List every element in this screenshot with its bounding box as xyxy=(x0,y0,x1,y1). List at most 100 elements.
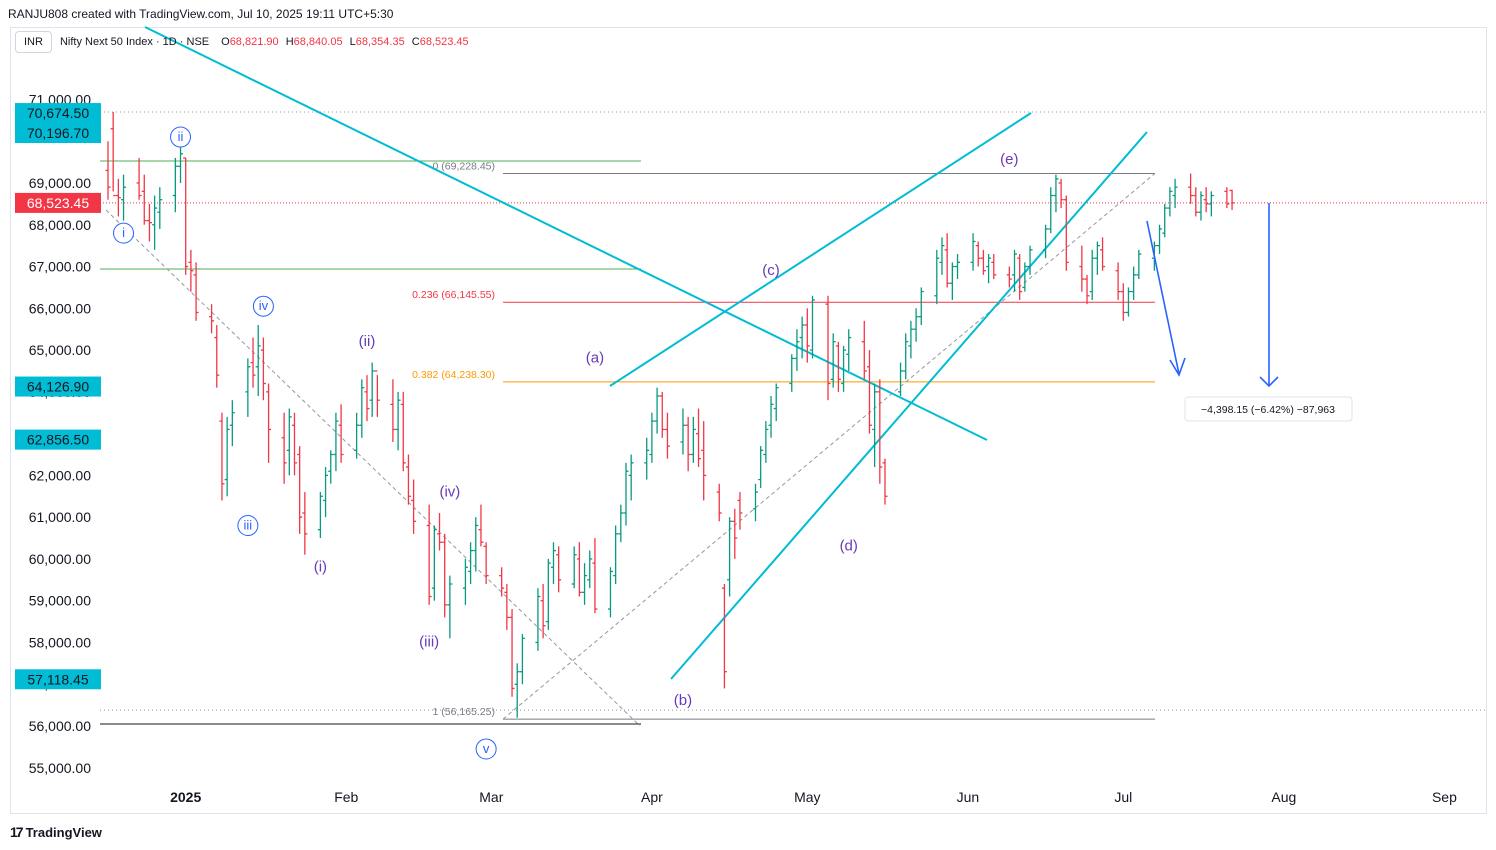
ohlc-bar xyxy=(872,383,878,468)
wave-label-circle[interactable]: i xyxy=(113,222,135,244)
ohlc-bar xyxy=(405,454,411,505)
tradingview-footer[interactable]: 17 TradingView xyxy=(10,824,102,840)
chart-legend: INR Nifty Next 50 Index · 1D · NSE O68,8… xyxy=(15,31,469,53)
ohlc-bar xyxy=(732,508,738,559)
ohlc-bar xyxy=(1131,266,1137,300)
ohlc-bar xyxy=(1089,249,1095,300)
projection-arrow-vertical[interactable] xyxy=(1259,203,1279,388)
chart-attribution: RANJU808 created with TradingView.com, J… xyxy=(8,7,394,21)
wave-label[interactable]: (a) xyxy=(586,350,604,367)
ohlc-bar xyxy=(442,533,448,618)
ohlc-bar xyxy=(690,416,696,463)
ohlc-bar xyxy=(1229,189,1235,210)
fib-trend-line[interactable] xyxy=(502,173,1156,720)
x-tick-label: Jul xyxy=(1114,789,1132,805)
measure-label: −4,398.15 (−6.42%) −87,963 xyxy=(1184,396,1353,422)
trend-line-1[interactable] xyxy=(144,26,988,441)
ohlc-bar xyxy=(550,542,556,584)
ohlc-bar xyxy=(1027,245,1033,275)
y-tick-label: 68,000.00 xyxy=(29,217,91,233)
symbol-info[interactable]: Nifty Next 50 Index · 1D · NSE xyxy=(59,36,210,48)
decline-trend-line[interactable] xyxy=(105,209,641,727)
svg-text:68,523.45: 68,523.45 xyxy=(27,195,89,211)
svg-text:70,674.50: 70,674.50 xyxy=(27,105,89,121)
ohlc-bar xyxy=(955,254,961,280)
fib-level-label: 0.382 (64,238.30) xyxy=(412,369,495,381)
ohlc-bar xyxy=(291,412,297,476)
y-tick-label: 69,000.00 xyxy=(29,175,91,191)
wave-label-circle[interactable]: iv xyxy=(252,295,274,317)
ohlc-bar xyxy=(664,412,670,459)
ohlc-bar xyxy=(1162,203,1168,238)
ohlc-bar xyxy=(1224,187,1230,209)
svg-text:−4,398.15 (−6.42%) −87,963: −4,398.15 (−6.42%) −87,963 xyxy=(1201,404,1335,416)
ohlc-bar xyxy=(763,421,769,463)
ohlc-bar xyxy=(825,295,831,401)
ohlc-bar xyxy=(986,254,992,284)
ohlc-bar xyxy=(866,350,872,434)
ohlc-bar xyxy=(773,383,779,422)
low-value: 68,354.35 xyxy=(355,36,405,48)
ohlc-bar xyxy=(1188,173,1194,204)
ohlc-bar xyxy=(934,249,940,305)
currency-selector[interactable]: INR xyxy=(15,31,52,53)
ohlc-bar xyxy=(437,512,443,551)
wave-label[interactable]: (ii) xyxy=(359,333,376,350)
fib-level-label: 1 (56,165.25) xyxy=(433,706,495,718)
wave-label[interactable]: (e) xyxy=(1000,151,1018,168)
wave-label[interactable]: (iv) xyxy=(439,483,460,500)
ohlc-bar xyxy=(478,504,484,547)
ohlc-bar xyxy=(1094,241,1100,275)
wave-label-circle[interactable]: v xyxy=(475,738,497,760)
ohlc-bar xyxy=(908,320,914,359)
trend-line-3[interactable] xyxy=(670,131,1148,680)
ohlc-bar xyxy=(607,567,613,618)
price-badge: 64,126.90 xyxy=(15,376,101,397)
y-tick-label: 62,000.00 xyxy=(29,467,91,483)
ohlc-bar xyxy=(727,517,733,597)
svg-text:iv: iv xyxy=(259,298,269,313)
wave-label[interactable]: (i) xyxy=(314,558,327,575)
ohlc-bar xyxy=(1157,224,1163,255)
ohlc-bar xyxy=(1058,178,1064,209)
ohlc-bar xyxy=(193,262,199,321)
ohlc-bar xyxy=(504,583,510,630)
ohlc-bar xyxy=(1100,237,1106,271)
open-key: O xyxy=(221,36,230,48)
ohlc-bar xyxy=(545,558,551,630)
ohlc-bar xyxy=(696,408,702,468)
ohlc-bar xyxy=(1048,187,1054,234)
wave-label-circle[interactable]: iii xyxy=(237,515,259,537)
ohlc-bar xyxy=(1172,178,1178,209)
x-tick-label: 2025 xyxy=(170,789,201,805)
ohlc-bar xyxy=(716,483,722,522)
ohlc-bar xyxy=(395,391,401,451)
ohlc-bar xyxy=(898,362,904,397)
x-tick-label: Apr xyxy=(641,789,663,805)
wave-label[interactable]: (d) xyxy=(840,538,858,555)
trend-line-2[interactable] xyxy=(609,112,1032,387)
ohlc-bar xyxy=(183,157,189,275)
ohlc-bar xyxy=(1006,266,1012,288)
ohlc-bar xyxy=(328,450,334,484)
ohlc-bar xyxy=(877,379,883,484)
ohlc-bar xyxy=(649,412,655,463)
wave-label-circle[interactable]: ii xyxy=(170,126,192,148)
ohlc-bar xyxy=(364,375,370,422)
ohlc-bar xyxy=(1043,224,1049,259)
wave-label[interactable]: (b) xyxy=(674,692,692,709)
ohlc-bar xyxy=(224,416,230,497)
ohlc-bar xyxy=(338,404,344,463)
svg-text:62,856.50: 62,856.50 xyxy=(27,432,89,448)
ohlc-bar xyxy=(1079,245,1085,292)
y-tick-label: 55,000.00 xyxy=(29,760,91,776)
wave-label[interactable]: (c) xyxy=(762,262,780,279)
projection-arrow-diagonal[interactable] xyxy=(1146,220,1186,377)
ohlc-bar xyxy=(219,412,225,501)
wave-label[interactable]: (iii) xyxy=(419,634,439,651)
ohlc-bar xyxy=(576,542,582,597)
ohlc-bar xyxy=(369,362,375,417)
ohlc-bar xyxy=(618,504,624,543)
ohlc-bar xyxy=(152,195,158,250)
